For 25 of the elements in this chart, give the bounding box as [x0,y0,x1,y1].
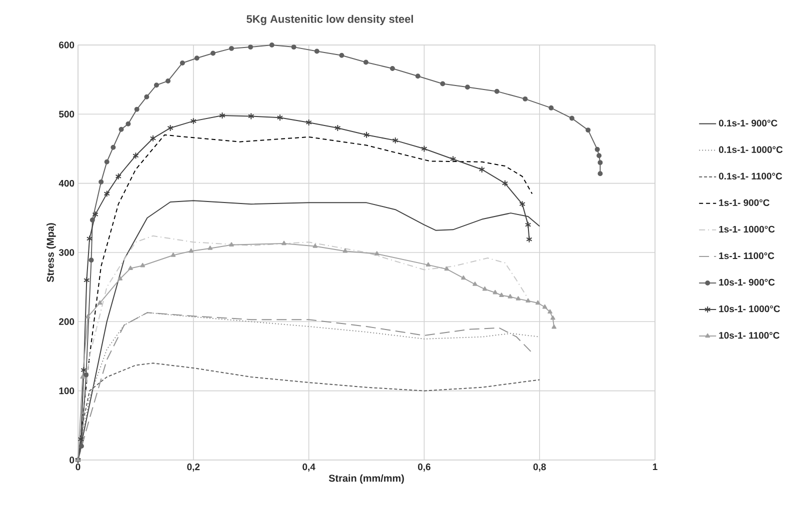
y-tick-label: 200 [59,318,74,326]
legend-label: 10s-1- 1000°C [719,305,780,312]
x-tick-label: 0,6 [418,464,430,472]
x-axis-title: Strain (mm/mm) [328,474,404,484]
legend-label: 0.1s-1- 1000°C [718,146,783,153]
y-tick-label: 600 [59,42,74,48]
x-tick-label: 1 [652,464,658,470]
x-tick-label: 0,8 [533,464,546,472]
legend-label: 1s-1- 1000°C [719,226,775,233]
y-tick-label: 0 [70,456,74,464]
y-tick-label: 500 [58,110,74,118]
x-tick-label: 0,4 [302,464,316,472]
y-tick-label: 100 [59,387,74,394]
x-tick-label: 0 [76,464,80,470]
y-axis-title: Stress (Mpa) [46,223,56,282]
chart-title: 5Kg Austenitic low density steel [246,14,413,26]
legend-label: 0.1s-1- 900°C [718,120,778,126]
legend-label: 10s-1- 900°C [719,278,775,286]
legend-label: 1s-1- 1100°C [719,252,774,260]
x-tick-label: 0,2 [187,464,200,472]
legend-label: 0.1s-1- 1100°C [718,172,782,180]
y-tick-label: 300 [58,249,74,256]
legend-label: 1s-1- 900°C [719,199,770,206]
y-tick-label: 400 [58,180,74,187]
legend-label: 10s-1- 1100°C [719,332,780,339]
